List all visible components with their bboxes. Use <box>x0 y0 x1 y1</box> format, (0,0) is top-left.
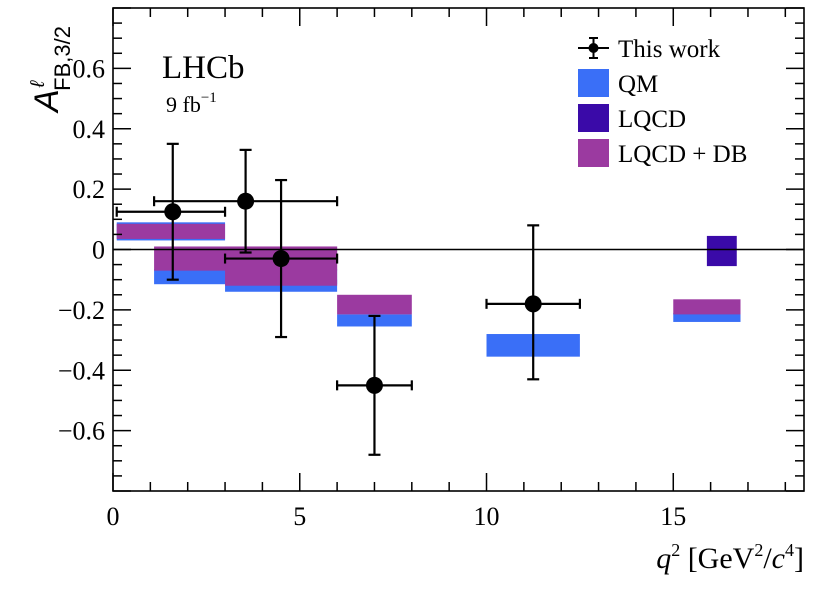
y-tick-label: −0.2 <box>58 296 105 325</box>
legend: This work QM LQCD LQCD + DB <box>578 36 747 168</box>
legend-entry-lqcd: LQCD <box>578 104 686 133</box>
y-tick-label: 0.4 <box>73 115 106 144</box>
x-tick-label: 0 <box>107 502 120 531</box>
x-axis-unit-exp1: 2 <box>754 540 763 560</box>
y-axis-superscript: ℓ <box>27 79 49 88</box>
data-point <box>115 142 227 281</box>
x-tick-label: 15 <box>660 502 686 531</box>
x-axis-variable: q <box>656 542 671 575</box>
legend-label: LQCD <box>618 106 686 133</box>
x-axis-unit-slash: / <box>763 542 772 575</box>
lqcd-db-band <box>673 299 741 315</box>
x-axis-unit-open: [GeV <box>680 542 754 575</box>
luminosity-value: 9 fb <box>166 92 201 117</box>
legend-label: QM <box>618 71 658 98</box>
lqcd-db-band <box>337 294 412 315</box>
data-point <box>223 178 339 339</box>
y-axis-symbol: A <box>28 89 66 114</box>
y-tick-label: 0.6 <box>73 54 106 83</box>
data-marker <box>524 295 542 313</box>
data-point <box>152 148 339 254</box>
y-tick-label: −0.4 <box>58 356 105 385</box>
lqcd-db-band <box>116 223 226 239</box>
y-tick-label: 0 <box>92 236 105 265</box>
axis-ticks: 0 5 10 15 −0.6 −0.4 −0.2 0 0.2 0.4 0.6 <box>58 7 804 531</box>
legend-entry-data: This work <box>578 36 721 63</box>
qm-band <box>673 312 741 322</box>
y-axis-label: AℓFB,3/2 <box>27 26 75 114</box>
x-axis-unit-close: ] <box>794 542 804 575</box>
data-marker <box>164 203 182 221</box>
legend-entry-qm: QM <box>578 69 658 98</box>
legend-swatch <box>578 139 609 167</box>
legend-swatch <box>578 104 609 132</box>
data-marker <box>272 250 290 268</box>
x-axis-unit-exp2: 4 <box>785 540 794 560</box>
y-tick-label: 0.2 <box>73 175 106 204</box>
legend-entry-lqcddb: LQCD + DB <box>578 139 747 168</box>
data-points <box>115 142 581 456</box>
luminosity-exponent: −1 <box>201 90 217 106</box>
data-marker <box>237 192 255 210</box>
x-tick-label: 10 <box>474 502 500 531</box>
x-tick-label: 5 <box>293 502 306 531</box>
experiment-label: LHCb <box>162 50 245 86</box>
x-axis-unit-c: c <box>772 542 785 575</box>
lqcd-band <box>706 235 737 267</box>
data-point <box>485 224 581 381</box>
legend-swatch <box>578 69 609 97</box>
data-marker <box>365 376 383 394</box>
x-axis-variable-exp: 2 <box>671 540 680 560</box>
prediction-bands <box>116 222 741 357</box>
luminosity-label: 9 fb−1 <box>166 90 217 117</box>
legend-dot-marker <box>588 43 599 53</box>
x-axis-label: q2 [GeV2/c4] <box>656 540 804 575</box>
y-tick-label: −0.6 <box>58 417 105 446</box>
legend-label: This work <box>618 36 721 63</box>
data-point <box>336 314 413 456</box>
legend-label: LQCD + DB <box>618 141 747 168</box>
y-axis-subscript: FB,3/2 <box>50 26 75 91</box>
